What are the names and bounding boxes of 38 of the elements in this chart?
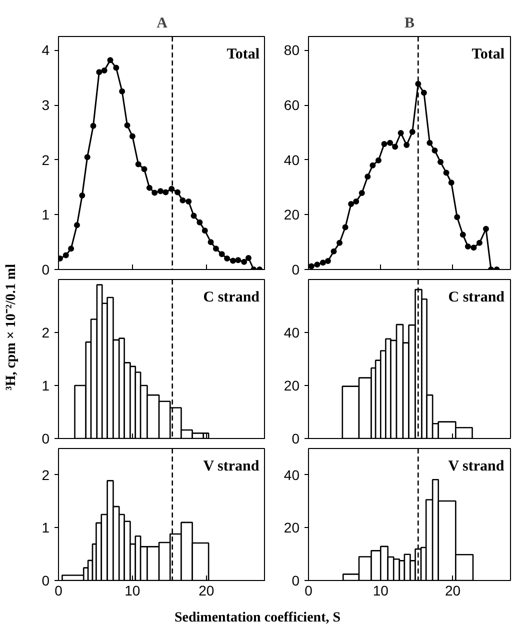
y-tick-label: 0	[42, 572, 50, 588]
y-tick-label: 4	[42, 42, 50, 58]
y-tick-label: 20	[284, 206, 300, 223]
text: V strand	[448, 458, 505, 474]
y-tick-label: 40	[284, 324, 300, 340]
x-tick-label: 10	[124, 582, 140, 598]
y-tick-label: 0	[42, 262, 50, 278]
y-tick-label: 40	[284, 152, 300, 168]
y-tick-label: 0	[42, 430, 50, 446]
x-tick-label: 20	[198, 582, 214, 598]
y-tick-label: 1	[42, 520, 50, 536]
text: C strand	[203, 290, 260, 306]
y-tick-label: 3	[42, 97, 50, 114]
x-tick-label: 0	[54, 582, 63, 598]
y-tick-label: 1	[42, 206, 50, 223]
text: V strand	[203, 458, 260, 474]
text: Total	[226, 46, 260, 62]
y-axis-title: ³H, cpm × 10⁻²/0.1 ml	[4, 264, 19, 390]
y-tick-label: 2	[42, 466, 50, 483]
y-tick-label: 0	[292, 572, 300, 588]
y-tick-label: 1	[42, 378, 50, 394]
y-tick-label: 80	[284, 42, 300, 58]
y-tick-label: 0	[292, 262, 300, 278]
y-tick-label: 2	[42, 152, 50, 168]
text: B	[404, 16, 415, 32]
y-tick-label: 40	[284, 466, 300, 483]
y-tick-label: 60	[284, 97, 300, 114]
y-tick-label: 2	[42, 324, 50, 340]
text: C strand	[448, 290, 506, 306]
y-tick-label: 20	[284, 378, 300, 394]
x-tick-label: 10	[372, 582, 389, 598]
x-axis-title: Sedimentation coefficient, S	[174, 610, 341, 626]
y-tick-label: 20	[284, 520, 300, 536]
text: A	[156, 16, 168, 32]
y-tick-label: 0	[292, 430, 300, 446]
text: Total	[472, 46, 505, 62]
x-tick-label: 0	[304, 582, 313, 598]
x-tick-label: 20	[445, 582, 461, 598]
